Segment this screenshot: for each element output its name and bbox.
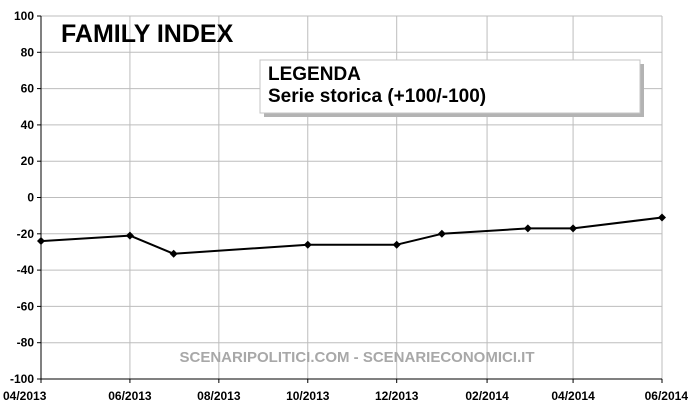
series [37,213,666,258]
legend-frame [259,59,641,114]
data-point-marker [125,231,134,240]
y-tick-label: 100 [14,9,34,23]
data-point-marker [658,213,666,222]
legend-text: Serie storica (+100/-100) [268,86,486,107]
y-tick-label: -20 [17,227,35,241]
y-tick-label: -100 [10,372,34,386]
x-tick-label: 06/2013 [108,389,152,403]
data-point-marker [437,229,446,238]
x-tick-label: 04/2013 [3,389,47,403]
x-axis-tick-labels: 04/2013 06/2013 08/2013 10/2013 12/2013 02/20… [3,389,688,403]
data-point-marker [523,224,532,233]
y-axis-tick-labels: 100 80 60 40 20 0 -20 -40 -60 -80 -100 [10,9,34,386]
x-tick-label: 10/2013 [286,389,330,403]
y-tick-label: 80 [21,45,35,59]
axes [37,15,663,383]
y-tick-label: -40 [17,263,35,277]
x-tick-label: 06/2014 [645,389,689,403]
y-tick-label: -80 [17,336,35,350]
data-point-marker [37,237,45,246]
y-tick-label: 20 [21,154,35,168]
y-tick-label: 40 [21,118,35,132]
watermark-text: SCENARIPOLITICI.COM - SCENARIECONOMICI.I… [179,349,534,366]
data-point-marker [169,249,178,258]
x-tick-label: 12/2013 [375,389,419,403]
x-tick-label: 04/2014 [551,389,595,403]
data-point-marker [569,224,578,233]
x-tick-label: 08/2013 [197,389,241,403]
y-tick-label: 0 [27,191,34,205]
legend-box: LEGENDA Serie storica (+100/-100) [259,59,644,117]
y-tick-label: -60 [17,299,35,313]
x-tick-label: 02/2014 [465,389,509,403]
y-tick-label: 60 [21,82,35,96]
legend-title: LEGENDA [268,64,361,85]
data-point-marker [392,240,401,249]
chart-title: FAMILY INDEX [61,20,234,48]
data-point-marker [303,240,312,249]
